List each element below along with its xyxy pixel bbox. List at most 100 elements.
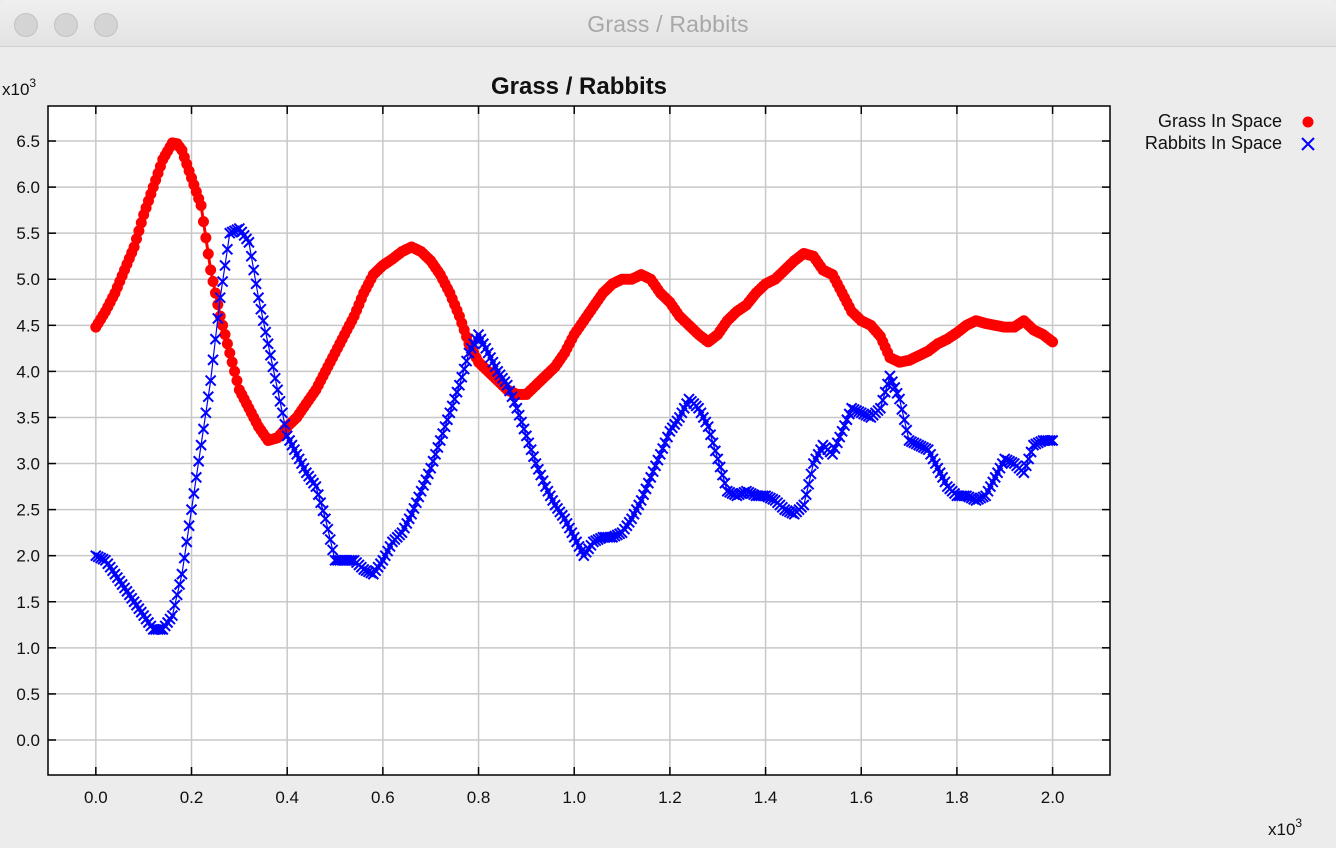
- rabbits-point: [324, 533, 336, 546]
- rabbits-point: [446, 400, 458, 412]
- rabbits-point: [649, 460, 662, 472]
- rabbits-point: [1044, 434, 1056, 447]
- rabbits-point: [259, 326, 272, 338]
- rabbits-point: [212, 312, 224, 325]
- rabbits-point: [1046, 434, 1059, 447]
- tick-labels: 0.0 0.2 0.4 0.6 0.8 1.0 1.2 1.4 1.6 1.8 2.0 0.0 0.5 1…: [16, 132, 1064, 807]
- x-tick-label: 0.6: [371, 788, 395, 807]
- rabbits-point: [460, 355, 473, 367]
- rabbits-point: [436, 427, 449, 440]
- rabbits-point: [173, 578, 186, 591]
- grass-point: [202, 248, 214, 260]
- y-tick-label: 5.5: [16, 224, 40, 243]
- y-tick-label: 2.0: [16, 547, 40, 566]
- rabbits-point: [1020, 460, 1032, 472]
- grass-point: [231, 375, 243, 387]
- rabbits-point: [834, 431, 846, 443]
- rabbits-point: [661, 431, 674, 443]
- rabbits-point: [276, 407, 289, 419]
- rabbits-point: [900, 424, 913, 436]
- y-tick-label: 0.0: [16, 731, 40, 750]
- close-window-button[interactable]: [14, 13, 38, 37]
- rabbits-point: [434, 434, 446, 447]
- title-bar[interactable]: Grass / Rabbits: [0, 0, 1336, 47]
- y-tick-label: 3.0: [16, 455, 40, 474]
- rabbits-point: [169, 599, 181, 611]
- rabbits-point: [530, 457, 542, 470]
- rabbits-point: [527, 450, 540, 463]
- rabbits-point: [645, 471, 657, 484]
- rabbits-point: [508, 396, 521, 409]
- rabbits-point: [518, 423, 530, 435]
- rabbits-point: [271, 384, 284, 396]
- rabbits-point: [898, 414, 911, 426]
- rabbits-point: [343, 554, 356, 567]
- rabbits-point: [884, 370, 896, 382]
- rabbits-point: [413, 491, 425, 503]
- y-tick-label: 6.0: [16, 178, 40, 197]
- rabbits-point: [255, 303, 267, 315]
- rabbits-point: [415, 485, 427, 497]
- rabbits-point: [453, 379, 466, 391]
- rabbits-point: [647, 465, 659, 478]
- rabbits-point: [709, 445, 722, 457]
- zoom-window-button[interactable]: [94, 13, 118, 37]
- y-tick-label: 2.5: [16, 501, 40, 520]
- rabbits-point: [458, 363, 470, 375]
- rabbits-point: [152, 623, 164, 636]
- rabbits-point: [838, 419, 851, 432]
- rabbits-point: [719, 477, 731, 489]
- rabbits-point: [451, 386, 463, 398]
- rabbits-point: [501, 379, 513, 391]
- rabbits-point: [269, 372, 281, 385]
- rabbits-point: [252, 291, 265, 304]
- rabbits-point: [207, 354, 219, 366]
- rabbits-point: [314, 496, 327, 509]
- rabbits-point: [506, 391, 518, 403]
- rabbits-point: [405, 508, 418, 520]
- rabbits-point: [1018, 467, 1030, 479]
- rabbits-point: [456, 371, 468, 383]
- rabbits-point: [877, 394, 889, 406]
- y-tick-label: 3.5: [16, 408, 40, 427]
- legend-marker-grass: [1302, 116, 1314, 128]
- rabbits-point: [417, 479, 430, 492]
- rabbits-point: [523, 437, 535, 449]
- rabbits-point: [831, 437, 844, 449]
- rabbits-point: [515, 416, 528, 428]
- rabbits-point: [635, 494, 647, 507]
- grass-point: [221, 338, 233, 350]
- rabbits-point: [166, 609, 179, 622]
- grass-point: [219, 329, 231, 341]
- plot-area: [48, 106, 1110, 775]
- rabbits-point: [326, 544, 339, 556]
- rabbits-point: [317, 505, 329, 517]
- rabbits-point: [637, 488, 650, 501]
- grass-point: [200, 232, 212, 244]
- rabbits-point: [503, 385, 516, 397]
- rabbits-point: [181, 536, 193, 548]
- rabbits-point: [886, 376, 899, 388]
- rabbits-point: [257, 314, 269, 327]
- rabbits-point: [429, 448, 442, 461]
- rabbits-point: [1025, 446, 1037, 458]
- rabbits-point: [209, 333, 222, 345]
- y-axis-multiplier: x103: [2, 76, 36, 99]
- rabbits-point: [214, 291, 226, 304]
- tick-marks: [48, 106, 1110, 775]
- grass-point: [229, 365, 241, 377]
- rabbits-point: [714, 461, 726, 473]
- grass-point: [226, 356, 238, 368]
- rabbits-point: [836, 425, 848, 437]
- rabbits-point: [525, 444, 537, 456]
- rabbits-point: [312, 488, 324, 501]
- rabbits-point: [520, 430, 533, 442]
- rabbits-point: [267, 361, 279, 373]
- minimize-window-button[interactable]: [54, 13, 78, 37]
- rabbits-point: [424, 462, 437, 474]
- rabbits-point: [1042, 434, 1054, 447]
- x-tick-label: 0.0: [84, 788, 108, 807]
- rabbits-point: [826, 448, 839, 461]
- rabbits-point: [195, 439, 207, 451]
- rabbits-point: [800, 488, 812, 501]
